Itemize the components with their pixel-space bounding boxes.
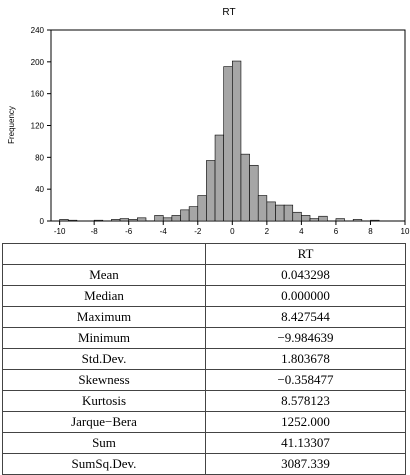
table-row: Kurtosis 8.578123 [2,390,406,412]
histogram-bar [180,209,190,222]
stat-value: 3087.339 [205,453,406,475]
stat-label: Median [2,285,206,307]
x-tick-label: 2 [265,227,270,236]
table-row: Jarque−Bera 1252.000 [2,411,406,433]
histogram-bar [154,215,164,222]
histogram-bar [283,204,294,222]
stat-value: 1252.000 [205,411,406,433]
table-row: SumSq.Dev. 3087.339 [2,453,406,475]
y-tick-label: 120 [31,122,45,131]
x-tick-label: 8 [368,227,373,236]
stat-value: −9.984639 [205,327,406,349]
table-header-row: RT [2,243,406,265]
table-header-rt: RT [205,243,406,265]
stat-label: Maximum [2,306,206,328]
table-header-blank [2,243,206,265]
histogram-bar [137,217,147,222]
histogram-bar [223,66,233,222]
stat-label: Std.Dev. [2,348,206,370]
x-tick-label: -6 [125,227,133,236]
y-tick-label: 240 [31,26,45,35]
statistics-table: RT Mean 0.043298 Median 0.000000 Maximum 8.42… [2,243,406,475]
table-row: Maximum 8.427544 [2,306,406,328]
histogram-bar [162,217,173,222]
stat-label: Sum [2,432,206,454]
y-ticks-group: 0 40 80 120 160 200 240 [31,26,51,226]
x-tick-label: -10 [54,227,66,236]
table-row: Mean 0.043298 [2,264,406,286]
histogram-bar [206,160,216,222]
stat-value: 0.043298 [205,264,406,286]
stat-label: Jarque−Bera [2,411,206,433]
histogram-bar [266,201,276,222]
y-tick-label: 200 [31,58,45,67]
table-row: Sum 41.13307 [2,432,406,454]
stat-label: Minimum [2,327,206,349]
histogram-bar [240,153,250,222]
histogram-bar [370,219,380,222]
histogram-bar [249,164,259,222]
histogram-bar [309,218,319,222]
histogram-bar [318,215,328,222]
table-row: Skewness −0.358477 [2,369,406,391]
stat-value: 0.000000 [205,285,406,307]
stat-label: Mean [2,264,206,286]
histogram-bar [128,219,138,222]
table-row: Std.Dev. 1.803678 [2,348,406,370]
histogram-bar [257,195,268,222]
histogram-bar [119,218,130,222]
histogram-bar [171,215,181,222]
bars-group [59,60,380,222]
stat-value: 8.578123 [205,390,406,412]
y-axis-label: Frequency [7,106,16,144]
x-tick-label: -2 [194,227,202,236]
histogram-bar [59,219,69,222]
histogram-bar [301,215,311,222]
histogram-bar [335,218,345,222]
histogram-bar [214,134,224,222]
stat-label: SumSq.Dev. [2,453,206,475]
histogram-bar [292,211,302,222]
histogram-bar [93,219,104,222]
histogram-bar [111,219,121,222]
stat-value: 8.427544 [205,306,406,328]
stat-value: 1.803678 [205,348,406,370]
stat-value: 41.13307 [205,432,406,454]
histogram-bar [275,204,285,222]
chart-title: RT [222,7,235,18]
stat-label: Skewness [2,369,206,391]
x-tick-label: 0 [230,227,235,236]
y-tick-label: 80 [35,153,44,162]
y-tick-label: 40 [35,185,44,194]
x-tick-label: 10 [401,227,410,236]
table-row: Median 0.000000 [2,285,406,307]
x-tick-label: -8 [91,227,99,236]
histogram-bar [352,219,363,222]
x-tick-label: -4 [160,227,168,236]
x-ticks-group: -10 -8 -6 -4 -2 0 2 4 6 8 10 [54,221,410,236]
histogram-bar [188,206,199,222]
y-tick-label: 160 [31,90,45,99]
stat-value: −0.358477 [205,369,406,391]
y-tick-label: 0 [40,217,45,226]
table-row: Minimum −9.984639 [2,327,406,349]
histogram-bar [232,60,242,222]
stat-label: Kurtosis [2,390,206,412]
x-tick-label: 4 [299,227,304,236]
histogram-bar [67,219,78,222]
x-tick-label: 6 [334,227,339,236]
histogram-bar [197,195,207,222]
